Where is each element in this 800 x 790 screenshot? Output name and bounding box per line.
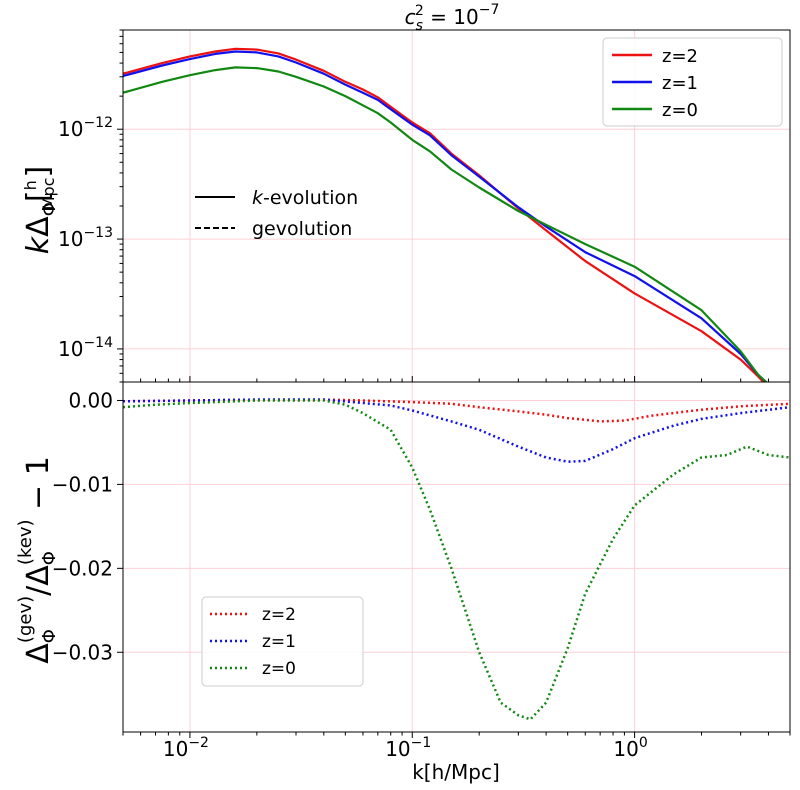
top-y-tick-label: 10−12 xyxy=(58,115,113,141)
top-ylabel-bracket-close: ] xyxy=(21,166,56,178)
title-c: c xyxy=(405,5,416,29)
bottom-series-z1 xyxy=(123,398,790,463)
bottom-ylabel-sup1: (gev) xyxy=(15,596,36,643)
style-legend-solid-label: k-evolution xyxy=(252,187,358,209)
bottom-series-z2 xyxy=(123,398,790,423)
bottom-ylabel-phi1: Φ xyxy=(39,629,60,643)
top-series-z2 xyxy=(123,47,765,382)
top-y-tick-label-base: 10 xyxy=(58,337,83,361)
top-legend: z=2 z=1 z=0 xyxy=(602,37,783,127)
x-tick-label: 10−1 xyxy=(385,735,431,761)
top-y-axis-label: kΔΦ[hMpc] xyxy=(21,166,60,254)
title-sup: 2 xyxy=(415,3,424,19)
style-legend-solid-k: k xyxy=(252,187,264,209)
bottom-ylabel-delta1: Δ xyxy=(21,643,56,664)
x-tick-label: 100 xyxy=(613,735,647,761)
bottom-legend-label-z1: z=1 xyxy=(262,632,296,652)
title-exp: −7 xyxy=(479,2,500,18)
bottom-axes-frame xyxy=(122,381,791,733)
top-ylabel-phi: Φ xyxy=(39,202,60,216)
top-ylabel-delta: Δ xyxy=(21,216,56,237)
style-legend-solid-rest: -evolution xyxy=(263,187,358,209)
bottom-ylabel-phi2: Φ xyxy=(39,551,60,565)
bottom-y-tick-label: −0.02 xyxy=(52,556,113,580)
bottom-series-z0 xyxy=(123,399,790,721)
series-layer xyxy=(123,47,790,721)
x-tick-label-exp: −2 xyxy=(188,735,209,751)
x-tick-label-exp: −1 xyxy=(411,735,432,751)
top-ylabel-den: Mpc xyxy=(39,178,58,211)
x-tick-label-base: 10 xyxy=(163,737,188,761)
bottom-y-tick-label: 0.00 xyxy=(68,388,113,412)
bottom-y-axis-label: ΔΦ(gev)/ΔΦ(kev) − 1 xyxy=(15,456,60,664)
x-tick-label-exp: 0 xyxy=(639,735,648,751)
x-axis-label: k[h/Mpc] xyxy=(412,760,500,784)
top-legend-label-z1: z=1 xyxy=(662,73,698,94)
top-legend-box xyxy=(602,37,783,127)
top-y-tick-label: 10−14 xyxy=(58,335,113,361)
x-tick-label-base: 10 xyxy=(613,737,638,761)
bottom-legend-label-z0: z=0 xyxy=(262,659,296,679)
top-legend-label-z0: z=0 xyxy=(662,100,698,121)
top-legend-label-z2: z=2 xyxy=(662,46,698,67)
bottom-y-tick-label: −0.01 xyxy=(52,472,113,496)
bottom-ylabel-slash: / xyxy=(21,585,56,596)
top-ylabel-num: h xyxy=(21,180,40,190)
top-y-tick-label-base: 10 xyxy=(58,227,83,251)
grid-layer xyxy=(123,30,790,732)
title-sub: s xyxy=(416,18,423,34)
bottom-ylabel-sup2: (kev) xyxy=(15,520,36,566)
bottom-y-tick-label: −0.03 xyxy=(52,640,113,664)
top-y-tick-label: 10−13 xyxy=(58,225,113,251)
bottom-ylabel-delta2: Δ xyxy=(21,565,56,586)
bottom-legend: z=2 z=1 z=0 xyxy=(201,596,364,687)
x-tick-label-base: 10 xyxy=(385,737,410,761)
top-y-tick-label-exp: −14 xyxy=(83,335,113,351)
bottom-legend-box xyxy=(201,596,364,687)
tick-layer: 10−2 10−1 10010−1210−1310−140.00−0.01−0.02… xyxy=(52,29,791,761)
top-ylabel-k: k xyxy=(21,235,56,254)
chart-title: cs2 = 10−7 xyxy=(405,2,500,34)
bottom-ylabel-minus-one: − 1 xyxy=(21,456,56,519)
style-legend-dashed-label: gevolution xyxy=(252,218,352,240)
top-series-z0 xyxy=(123,66,768,382)
top-y-tick-label-exp: −12 xyxy=(83,115,113,131)
top-series-z1 xyxy=(123,50,768,382)
title-rest: = 10 xyxy=(424,5,479,29)
top-ylabel-bracket-open: [ xyxy=(21,190,56,202)
style-legend: k-evolution gevolution xyxy=(195,187,358,240)
top-y-tick-label-base: 10 xyxy=(58,117,83,141)
x-tick-label: 10−2 xyxy=(163,735,209,761)
bottom-legend-label-z2: z=2 xyxy=(262,605,296,625)
top-y-tick-label-exp: −13 xyxy=(83,225,113,241)
